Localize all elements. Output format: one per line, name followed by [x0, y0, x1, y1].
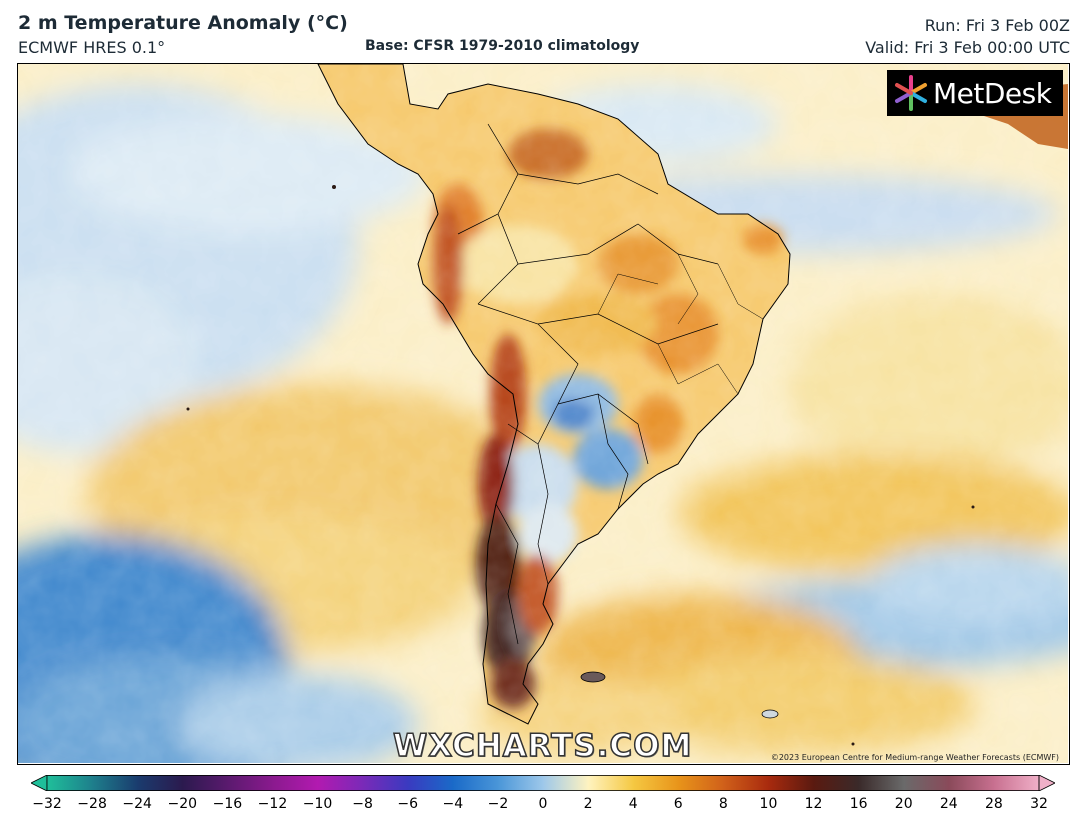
colorbar-border: [46, 775, 1040, 791]
climatology-base: Base: CFSR 1979-2010 climatology: [365, 38, 640, 54]
colorbar-tick-label: 8: [718, 796, 728, 812]
metdesk-star-icon: [895, 75, 927, 111]
model-label: ECMWF HRES 0.1°: [18, 38, 166, 57]
metdesk-logo: MetDesk: [887, 70, 1063, 116]
valid-time: Valid: Fri 3 Feb 00:00 UTC: [865, 38, 1070, 57]
colorbar-segment: [768, 775, 815, 791]
colorbar-segment: [543, 775, 589, 791]
colorbar-tick-label: −28: [77, 796, 107, 812]
colorbar-segment: [272, 775, 319, 791]
colorbar-segment: [723, 775, 769, 791]
run-time: Run: Fri 3 Feb 00Z: [924, 16, 1070, 35]
map-canvas: [18, 64, 1068, 763]
country-borders: [317, 64, 791, 725]
colorbar-tick-label: 0: [538, 796, 548, 812]
colorbar-segment: [903, 775, 950, 791]
colorbar-tick-label: 20: [894, 796, 913, 812]
colorbar-tick-label: 2: [583, 796, 593, 812]
colorbar-segment: [182, 775, 228, 791]
colorbar-segment: [678, 775, 724, 791]
colorbar-segment: [813, 775, 860, 791]
colorbar-tick-label: −20: [167, 796, 198, 812]
colorbar-tick-label: 4: [628, 796, 638, 812]
colorbar-segment: [633, 775, 679, 791]
colorbar-segment: [497, 775, 544, 791]
colorbar-segment: [92, 775, 138, 791]
colorbar-tick-label: 12: [804, 796, 823, 812]
chart-title: 2 m Temperature Anomaly (°C): [18, 12, 348, 34]
colorbar-tick-label: −4: [442, 796, 464, 812]
colorbar-segment: [993, 775, 1040, 791]
islands: [186, 185, 975, 746]
colorbar-tick-label: 6: [673, 796, 683, 812]
colorbar-tick-label: −6: [397, 796, 419, 812]
colorbar-segment: [317, 775, 364, 791]
colorbar-segment: [948, 775, 995, 791]
colorbar-segment: [588, 775, 634, 791]
colorbar-tick-label: −16: [212, 796, 243, 812]
colorbar: [31, 775, 1055, 791]
colorbar-tick-label: 32: [1030, 796, 1048, 812]
colorbar-ticks: −32 −28 −24 −20 −16 −12 −10 −8 −6 −4 −2 0 2 4 6 8 10 12 16…: [0, 796, 1088, 818]
anomaly-map[interactable]: MetDesk WXCHARTS.COM ©2023 European Cent…: [17, 63, 1070, 765]
colorbar-segment: [227, 775, 273, 791]
colorbar-segment: [452, 775, 499, 791]
colorbar-tick-label: −2: [487, 796, 509, 812]
colorbar-tick-label: 10: [759, 796, 778, 812]
ecmwf-copyright: ©2023 European Centre for Medium-range W…: [770, 753, 1059, 762]
colorbar-tick-label: 28: [984, 796, 1003, 812]
wxcharts-watermark: WXCHARTS.COM: [392, 727, 693, 764]
colorbar-tick-label: 16: [849, 796, 868, 812]
colorbar-extend-min: [31, 775, 48, 791]
metdesk-logo-text: MetDesk: [933, 76, 1052, 110]
colorbar-tick-label: −32: [32, 796, 62, 812]
colorbar-tick-label: −12: [257, 796, 288, 812]
colorbar-segment: [137, 775, 183, 791]
colorbar-tick-label: −24: [122, 796, 152, 812]
colorbar-tick-label: −8: [352, 796, 373, 812]
colorbar-tick-label: 24: [939, 796, 958, 812]
colorbar-segment: [407, 775, 454, 791]
colorbar-segment: [362, 775, 409, 791]
colorbar-extend-max: [1038, 775, 1055, 791]
colorbar-segment: [47, 775, 93, 791]
colorbar-tick-label: −10: [302, 796, 333, 812]
colorbar-segment: [858, 775, 905, 791]
